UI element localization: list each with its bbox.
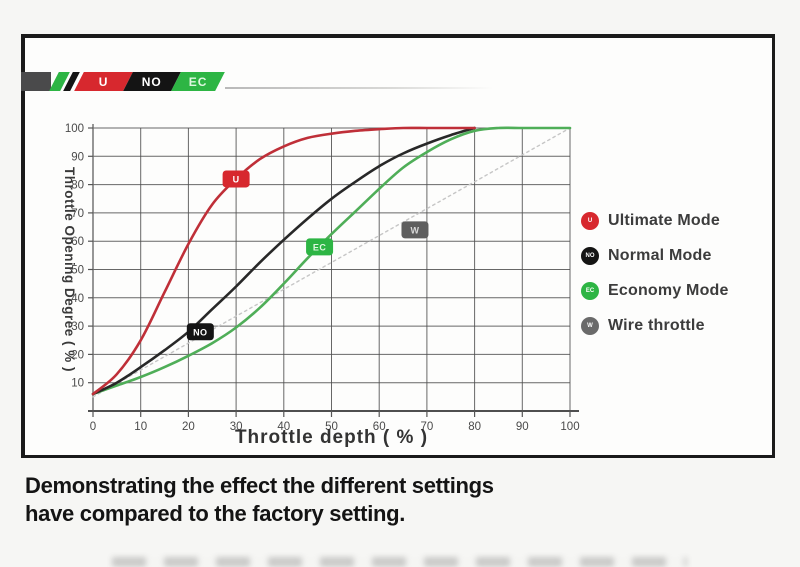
svg-text:W: W <box>410 225 419 235</box>
figure-frame: U NO EC 0 10 20 30 40 50 60 70 80 90 100 10 20 30 40 50… <box>21 34 775 458</box>
svg-text:90: 90 <box>516 421 529 433</box>
svg-text:20: 20 <box>71 349 84 361</box>
svg-text:0: 0 <box>90 421 96 433</box>
svg-text:80: 80 <box>468 421 481 433</box>
svg-text:U: U <box>233 174 240 184</box>
caption-line-1: Demonstrating the effect the different s… <box>25 473 494 498</box>
ultimate-mode-icon: U <box>581 212 599 230</box>
svg-text:100: 100 <box>560 421 579 433</box>
wire-throttle-icon: W <box>581 317 599 335</box>
svg-text:100: 100 <box>65 123 84 135</box>
svg-text:60: 60 <box>71 236 84 248</box>
svg-text:60: 60 <box>373 421 386 433</box>
legend-label-wire: Wire throttle <box>608 317 705 334</box>
svg-text:10: 10 <box>134 421 147 433</box>
svg-text:40: 40 <box>277 421 290 433</box>
normal-mode-icon: NO <box>581 247 599 265</box>
svg-text:90: 90 <box>71 151 84 163</box>
banner-underline <box>225 87 493 89</box>
svg-text:Throttle depth ( % ): Throttle depth ( % ) <box>235 427 428 448</box>
economy-mode-icon: EC <box>581 282 599 300</box>
legend-item-ultimate: U Ultimate Mode <box>581 210 729 232</box>
brand-banner: U NO EC <box>21 72 501 91</box>
caption-line-2: have compared to the factory setting. <box>25 501 406 526</box>
svg-text:80: 80 <box>71 180 84 192</box>
svg-text:Throttle Opening Degree ( % ): Throttle Opening Degree ( % ) <box>62 167 77 372</box>
svg-text:70: 70 <box>71 208 84 220</box>
legend-label-normal: Normal Mode <box>608 247 712 264</box>
svg-text:EC: EC <box>313 242 327 252</box>
scan-artifact <box>112 557 687 567</box>
legend-item-wire: W Wire throttle <box>581 315 729 337</box>
legend-item-normal: NO Normal Mode <box>581 245 729 267</box>
svg-text:50: 50 <box>325 421 338 433</box>
svg-text:20: 20 <box>182 421 195 433</box>
figure-caption: Demonstrating the effect the different s… <box>25 472 494 528</box>
svg-text:70: 70 <box>421 421 434 433</box>
svg-text:NO: NO <box>193 327 208 337</box>
svg-text:40: 40 <box>71 293 84 305</box>
svg-text:10: 10 <box>71 378 84 390</box>
legend-item-economy: EC Economy Mode <box>581 280 729 302</box>
legend-label-ultimate: Ultimate Mode <box>608 212 720 229</box>
banner-bar <box>21 72 51 91</box>
svg-text:50: 50 <box>71 265 84 277</box>
chart-legend: U Ultimate Mode NO Normal Mode EC Econom… <box>581 210 729 350</box>
legend-label-economy: Economy Mode <box>608 282 729 299</box>
svg-text:30: 30 <box>71 321 84 333</box>
svg-text:30: 30 <box>230 421 243 433</box>
throttle-response-chart: 0 10 20 30 40 50 60 70 80 90 100 10 20 30 40 50 60 70 80 90… <box>62 123 580 448</box>
